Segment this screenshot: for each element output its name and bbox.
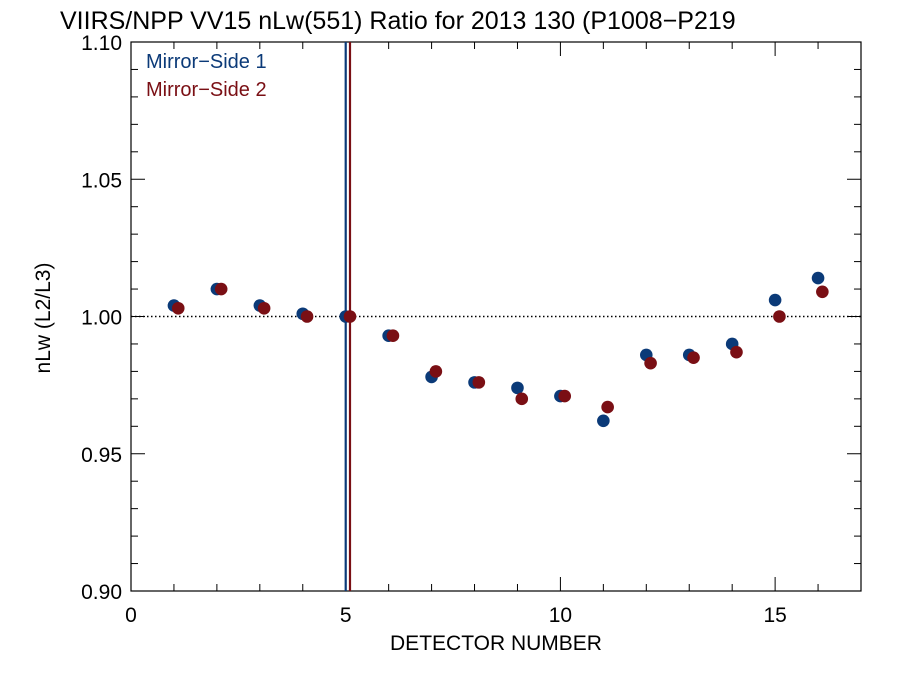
point-mirror-side-1 [511, 381, 524, 395]
point-mirror-side-2 [300, 310, 314, 323]
x-tick-label: 0 [125, 604, 137, 627]
legend: Mirror−Side 1 Mirror−Side 2 [146, 51, 267, 101]
point-mirror-side-2 [816, 285, 829, 299]
data-points [167, 271, 829, 428]
x-tick-label: 5 [340, 604, 352, 627]
point-mirror-side-1 [768, 293, 782, 307]
point-mirror-side-2 [601, 400, 614, 414]
point-mirror-side-2 [472, 376, 486, 389]
chart-title: VIIRS/NPP VV15 nLw(551) Ratio for 2013 1… [60, 7, 736, 35]
y-tick-label: 0.90 [81, 581, 122, 604]
point-mirror-side-2 [171, 301, 185, 315]
y-tick-label: 1.05 [81, 169, 122, 192]
point-mirror-side-1 [811, 271, 825, 285]
legend-item-mirror-side-1: Mirror−Side 1 [146, 51, 267, 73]
x-tick-labels: 0 5 10 15 [125, 604, 787, 627]
point-mirror-side-2 [343, 310, 357, 323]
x-tick-label: 15 [763, 604, 786, 627]
y-tick-label: 1.10 [81, 32, 122, 55]
point-mirror-side-2 [644, 356, 657, 370]
legend-item-mirror-side-2: Mirror−Side 2 [146, 79, 267, 101]
x-tick-label: 10 [549, 604, 572, 627]
point-mirror-side-1 [597, 414, 610, 428]
y-tick-label: 1.00 [81, 307, 122, 330]
y-axis-title: nLw (L2/L3) [32, 263, 55, 374]
point-mirror-side-2 [730, 345, 743, 359]
y-tick-labels: 0.90 0.95 1.00 1.05 1.10 [81, 32, 122, 604]
point-mirror-side-2 [429, 365, 443, 378]
point-mirror-side-2 [558, 389, 572, 403]
point-mirror-side-2 [773, 310, 786, 323]
x-axis-title: DETECTOR NUMBER [390, 632, 602, 655]
point-mirror-side-2 [687, 351, 700, 364]
point-mirror-side-2 [515, 392, 529, 406]
y-tick-label: 0.95 [81, 444, 122, 467]
point-mirror-side-2 [214, 282, 228, 296]
point-mirror-side-2 [257, 301, 271, 315]
point-mirror-side-2 [386, 329, 400, 343]
